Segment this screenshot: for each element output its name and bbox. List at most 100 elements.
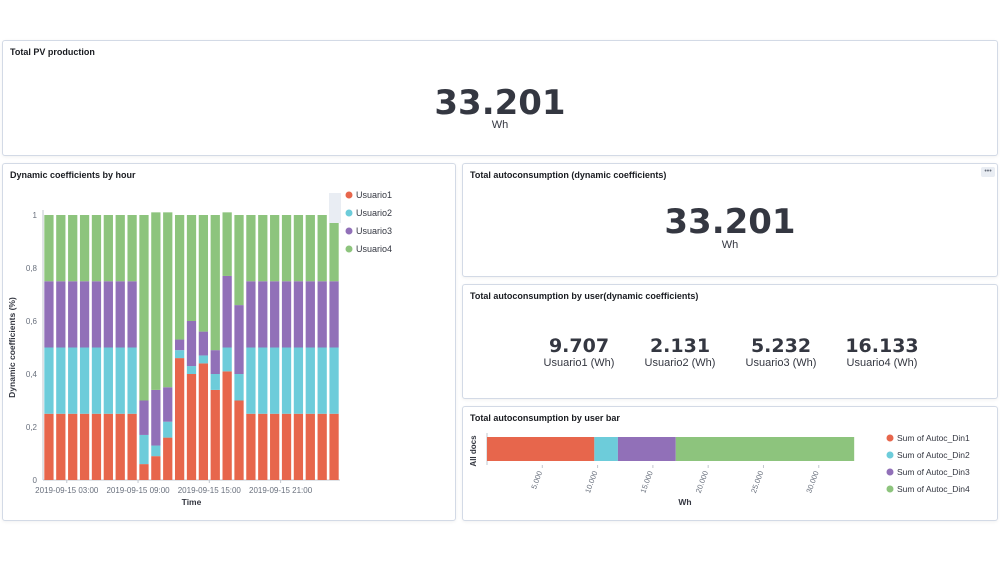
bar-segment	[139, 400, 149, 435]
bar-segment	[103, 215, 113, 282]
x-tick-label: 2019-09-15 03:00	[35, 486, 99, 495]
legend-swatch	[345, 209, 353, 217]
bar-segment	[174, 215, 185, 340]
metric-value: 9.707	[548, 335, 610, 357]
legend-swatch	[345, 245, 353, 253]
bar-segment	[317, 215, 327, 282]
bar-segment	[186, 215, 197, 321]
bar-segment	[79, 413, 90, 480]
legend-label: Sum of Autoc_Din4	[897, 484, 970, 494]
y-tick-label: 0,8	[26, 264, 38, 273]
dynamic-coefficients-chart: 0 0,2 0,4 0,6 0,8 1 Dynamic coefficients (%) 20…	[7, 190, 392, 507]
bar-segment	[151, 445, 161, 457]
x-tick-label: 30.000	[804, 470, 820, 495]
legend-label: Sum of Autoc_Din1	[897, 433, 970, 443]
bar-segment	[270, 215, 280, 282]
bar-segment	[186, 321, 197, 367]
bar-segment	[222, 347, 232, 372]
bar-segment	[103, 347, 113, 414]
bar-segment	[222, 371, 232, 480]
metric-label: Usuario2 (Wh)	[644, 357, 716, 369]
legend-label: Sum of Autoc_Din2	[897, 450, 970, 460]
legend-label: Usuario1	[356, 190, 392, 200]
legend-swatch	[886, 451, 894, 459]
bar-segment	[56, 413, 66, 480]
bar-segment	[222, 275, 232, 348]
y-axis-label: All docs	[469, 435, 478, 467]
x-tick-label: 10.000	[583, 470, 599, 495]
y-axis-label: Dynamic coefficients (%)	[7, 297, 17, 398]
metric-label: Usuario1 (Wh)	[543, 357, 615, 369]
x-tick-label: 2019-09-15 09:00	[106, 486, 170, 495]
legend-swatch	[345, 191, 353, 199]
bar-segment	[281, 413, 292, 480]
bar-segment	[115, 281, 125, 348]
bar-segment	[210, 374, 220, 390]
bar-segment	[234, 400, 244, 480]
bar-segment	[79, 281, 90, 348]
panel-title: Total autoconsumption (dynamic coefficie…	[470, 170, 667, 180]
x-axis-label: Wh	[678, 497, 691, 507]
bar-segment	[115, 413, 125, 480]
bar-segment	[174, 358, 185, 480]
bar-segment	[186, 374, 197, 480]
dynamic-coefficients-panel: Dynamic coefficients by hour 0 0,2 0,4 0,6 0…	[2, 163, 456, 521]
bar-segment	[198, 331, 209, 356]
metric-value: 16.133	[845, 335, 919, 357]
y-tick-label: 0,2	[26, 423, 38, 432]
bar-segment	[56, 347, 66, 414]
autoconsumption-by-user-panel: Total autoconsumption by user(dynamic co…	[462, 284, 998, 399]
pv-production-panel: Total PV production 33.201 Wh	[2, 40, 998, 156]
bar-segment	[68, 413, 78, 480]
bar-segment	[44, 215, 54, 282]
panel-title: Dynamic coefficients by hour	[10, 170, 136, 180]
metric-value: 2.131	[649, 335, 711, 357]
bar-segment	[56, 215, 66, 282]
bar-segment	[151, 389, 161, 446]
y-tick-label: 0,6	[26, 317, 38, 326]
panel-title: Total autoconsumption by user bar	[470, 413, 620, 423]
ellipsis-icon[interactable]: •••	[981, 167, 995, 177]
bar-segment	[281, 215, 292, 282]
bar-segment	[246, 215, 256, 282]
legend-label: Sum of Autoc_Din3	[897, 467, 970, 477]
bar-segment	[91, 215, 102, 282]
bar-segment	[79, 347, 90, 414]
bar-segment	[174, 339, 185, 351]
bar-segment	[56, 281, 66, 348]
bar-segment	[44, 347, 54, 414]
metric-label: Usuario3 (Wh)	[745, 357, 817, 369]
legend-swatch	[886, 468, 894, 476]
legend-swatch	[345, 227, 353, 235]
bar-segment	[79, 215, 90, 282]
bar-segment	[127, 281, 137, 348]
bar-segment	[293, 347, 304, 414]
autoconsumption-bar-panel: Total autoconsumption by user bar All do…	[462, 406, 998, 521]
bar-segment	[68, 215, 78, 282]
bar-segment	[198, 363, 209, 480]
bar-segment	[151, 456, 161, 480]
bar-segment	[329, 281, 339, 348]
bar-segment	[329, 215, 339, 282]
bar-segment	[198, 355, 209, 364]
bar-segment	[91, 281, 102, 348]
bar-segment	[234, 374, 244, 401]
bar-segment	[258, 347, 268, 414]
bar-segment	[210, 389, 220, 480]
metric-usuario1: 9.707 Usuario1 (Wh)	[524, 335, 634, 369]
bar-segment	[91, 413, 102, 480]
bar-segment	[234, 305, 244, 374]
bar-segment	[186, 366, 197, 374]
bar-segment	[293, 413, 304, 480]
panel-title: Total autoconsumption by user(dynamic co…	[470, 291, 699, 301]
legend-label: Usuario2	[356, 208, 392, 218]
x-tick-label: 2019-09-15 15:00	[178, 486, 242, 495]
bar-segment	[68, 281, 78, 348]
bar-segment	[305, 215, 315, 282]
bar-segment	[487, 437, 595, 461]
autoconsumption-panel: Total autoconsumption (dynamic coefficie…	[462, 163, 998, 277]
bar-segment	[127, 215, 137, 282]
x-tick-label: 2019-09-15 21:00	[249, 486, 313, 495]
x-tick-label: 15.000	[638, 470, 654, 495]
bar-segment	[329, 413, 339, 480]
